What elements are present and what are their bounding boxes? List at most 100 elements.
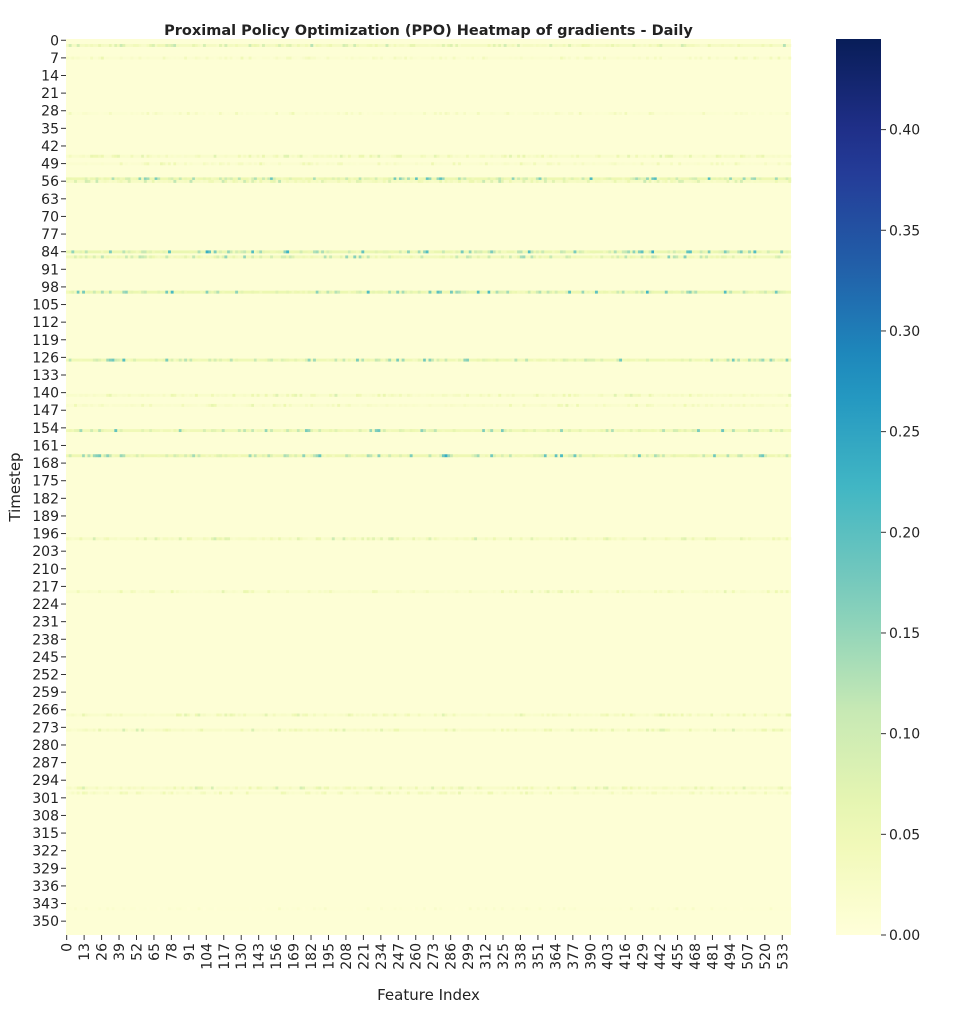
heatmap-cell <box>640 728 644 732</box>
heatmap-cell <box>705 786 708 790</box>
heatmap-cell <box>331 393 335 397</box>
heatmap-cell <box>318 537 322 541</box>
heatmap-cell <box>398 250 402 254</box>
heatmap-cell <box>643 177 647 181</box>
heatmap-cell <box>151 44 155 47</box>
heatmap-cell <box>350 250 354 254</box>
heatmap-cell <box>358 255 362 259</box>
heatmap-cell <box>248 44 252 47</box>
y-tick-label: 21 <box>41 86 59 102</box>
heatmap-cell <box>372 290 375 294</box>
heatmap-cell <box>417 393 421 397</box>
heatmap-cell <box>237 786 241 790</box>
heatmap-cell <box>431 786 435 790</box>
heatmap-cell <box>197 250 201 254</box>
y-axis: 0714212835424956637077849198105112119126… <box>32 33 66 930</box>
heatmap-cell <box>278 56 282 60</box>
heatmap-cell <box>296 728 300 732</box>
heatmap-cell <box>264 713 268 717</box>
heatmap-cell <box>656 713 660 717</box>
heatmap-cell <box>713 177 717 181</box>
heatmap-cell <box>788 429 792 433</box>
heatmap-cell <box>103 429 107 433</box>
heatmap-cell <box>557 590 561 594</box>
heatmap-cell <box>189 393 193 397</box>
colorbar-tick-label: 0.05 <box>889 827 920 843</box>
heatmap-cell <box>678 590 682 594</box>
heatmap-cell <box>243 429 247 433</box>
heatmap-cell <box>646 791 649 795</box>
heatmap-cell <box>304 429 308 433</box>
heatmap-cell <box>224 111 228 115</box>
heatmap-cell <box>82 791 85 795</box>
heatmap-cell <box>194 791 198 795</box>
heatmap-cell <box>439 537 443 541</box>
heatmap-cell <box>640 44 644 47</box>
heatmap-cell <box>283 713 287 717</box>
heatmap-cell <box>95 791 99 795</box>
heatmap-cell <box>224 786 228 790</box>
heatmap-cell <box>460 429 464 433</box>
heatmap-cell <box>506 791 510 795</box>
heatmap-cell <box>92 179 96 183</box>
heatmap-cell <box>715 454 719 458</box>
y-tick-label: 105 <box>32 298 59 314</box>
heatmap-cell <box>202 791 206 795</box>
heatmap-cell <box>468 791 472 795</box>
heatmap-cell <box>331 403 335 407</box>
heatmap-cell <box>425 290 429 294</box>
heatmap-cell <box>624 179 628 183</box>
heatmap-cell <box>756 403 759 407</box>
heatmap-cell <box>256 358 260 362</box>
heatmap-cell <box>425 250 429 254</box>
heatmap-cell <box>98 791 102 795</box>
heatmap-cell <box>506 111 510 115</box>
heatmap-cell <box>785 403 789 407</box>
heatmap-cell <box>546 111 550 115</box>
heatmap-cell <box>117 111 120 115</box>
heatmap-cell <box>178 358 182 362</box>
heatmap-cell <box>471 179 475 183</box>
heatmap-cell <box>466 358 469 362</box>
heatmap-cell <box>702 56 706 60</box>
heatmap-cell <box>455 250 459 254</box>
heatmap-cell <box>213 791 217 795</box>
colorbar-tick-label: 0.20 <box>889 525 920 541</box>
heatmap-cell <box>586 728 590 732</box>
heatmap-cell <box>705 250 708 254</box>
heatmap-cell <box>713 429 717 433</box>
heatmap-cell <box>785 358 789 362</box>
y-tick-label: 154 <box>32 421 59 437</box>
heatmap-cell <box>329 154 333 158</box>
heatmap-cell <box>240 162 244 166</box>
heatmap-cell <box>200 786 204 790</box>
heatmap-cell <box>541 786 545 790</box>
heatmap-cell <box>686 791 690 795</box>
heatmap-cell <box>262 454 265 458</box>
heatmap-cell <box>401 713 405 717</box>
heatmap-cell <box>200 728 204 732</box>
heatmap-cell <box>345 358 349 362</box>
heatmap-cell <box>785 429 789 433</box>
heatmap-cell <box>92 255 96 259</box>
heatmap-cell <box>417 179 421 183</box>
heatmap-cell <box>299 393 303 397</box>
heatmap-cell <box>646 728 649 732</box>
heatmap-cell <box>482 56 486 60</box>
heatmap-cell <box>627 111 631 115</box>
heatmap-cell <box>87 177 91 181</box>
heatmap-cell <box>318 713 322 717</box>
heatmap-cell <box>707 786 711 790</box>
heatmap-cell <box>691 907 695 911</box>
heatmap-cell <box>213 907 217 911</box>
heatmap-cell <box>366 255 370 259</box>
heatmap-cell <box>154 786 158 790</box>
heatmap-cell <box>122 728 126 732</box>
heatmap-cell <box>753 177 757 181</box>
heatmap-cell <box>245 162 249 166</box>
heatmap-cell <box>417 358 421 362</box>
heatmap-cell <box>385 250 389 254</box>
heatmap-cell <box>600 791 604 795</box>
heatmap-cell <box>651 393 655 397</box>
heatmap-cell <box>404 44 408 47</box>
